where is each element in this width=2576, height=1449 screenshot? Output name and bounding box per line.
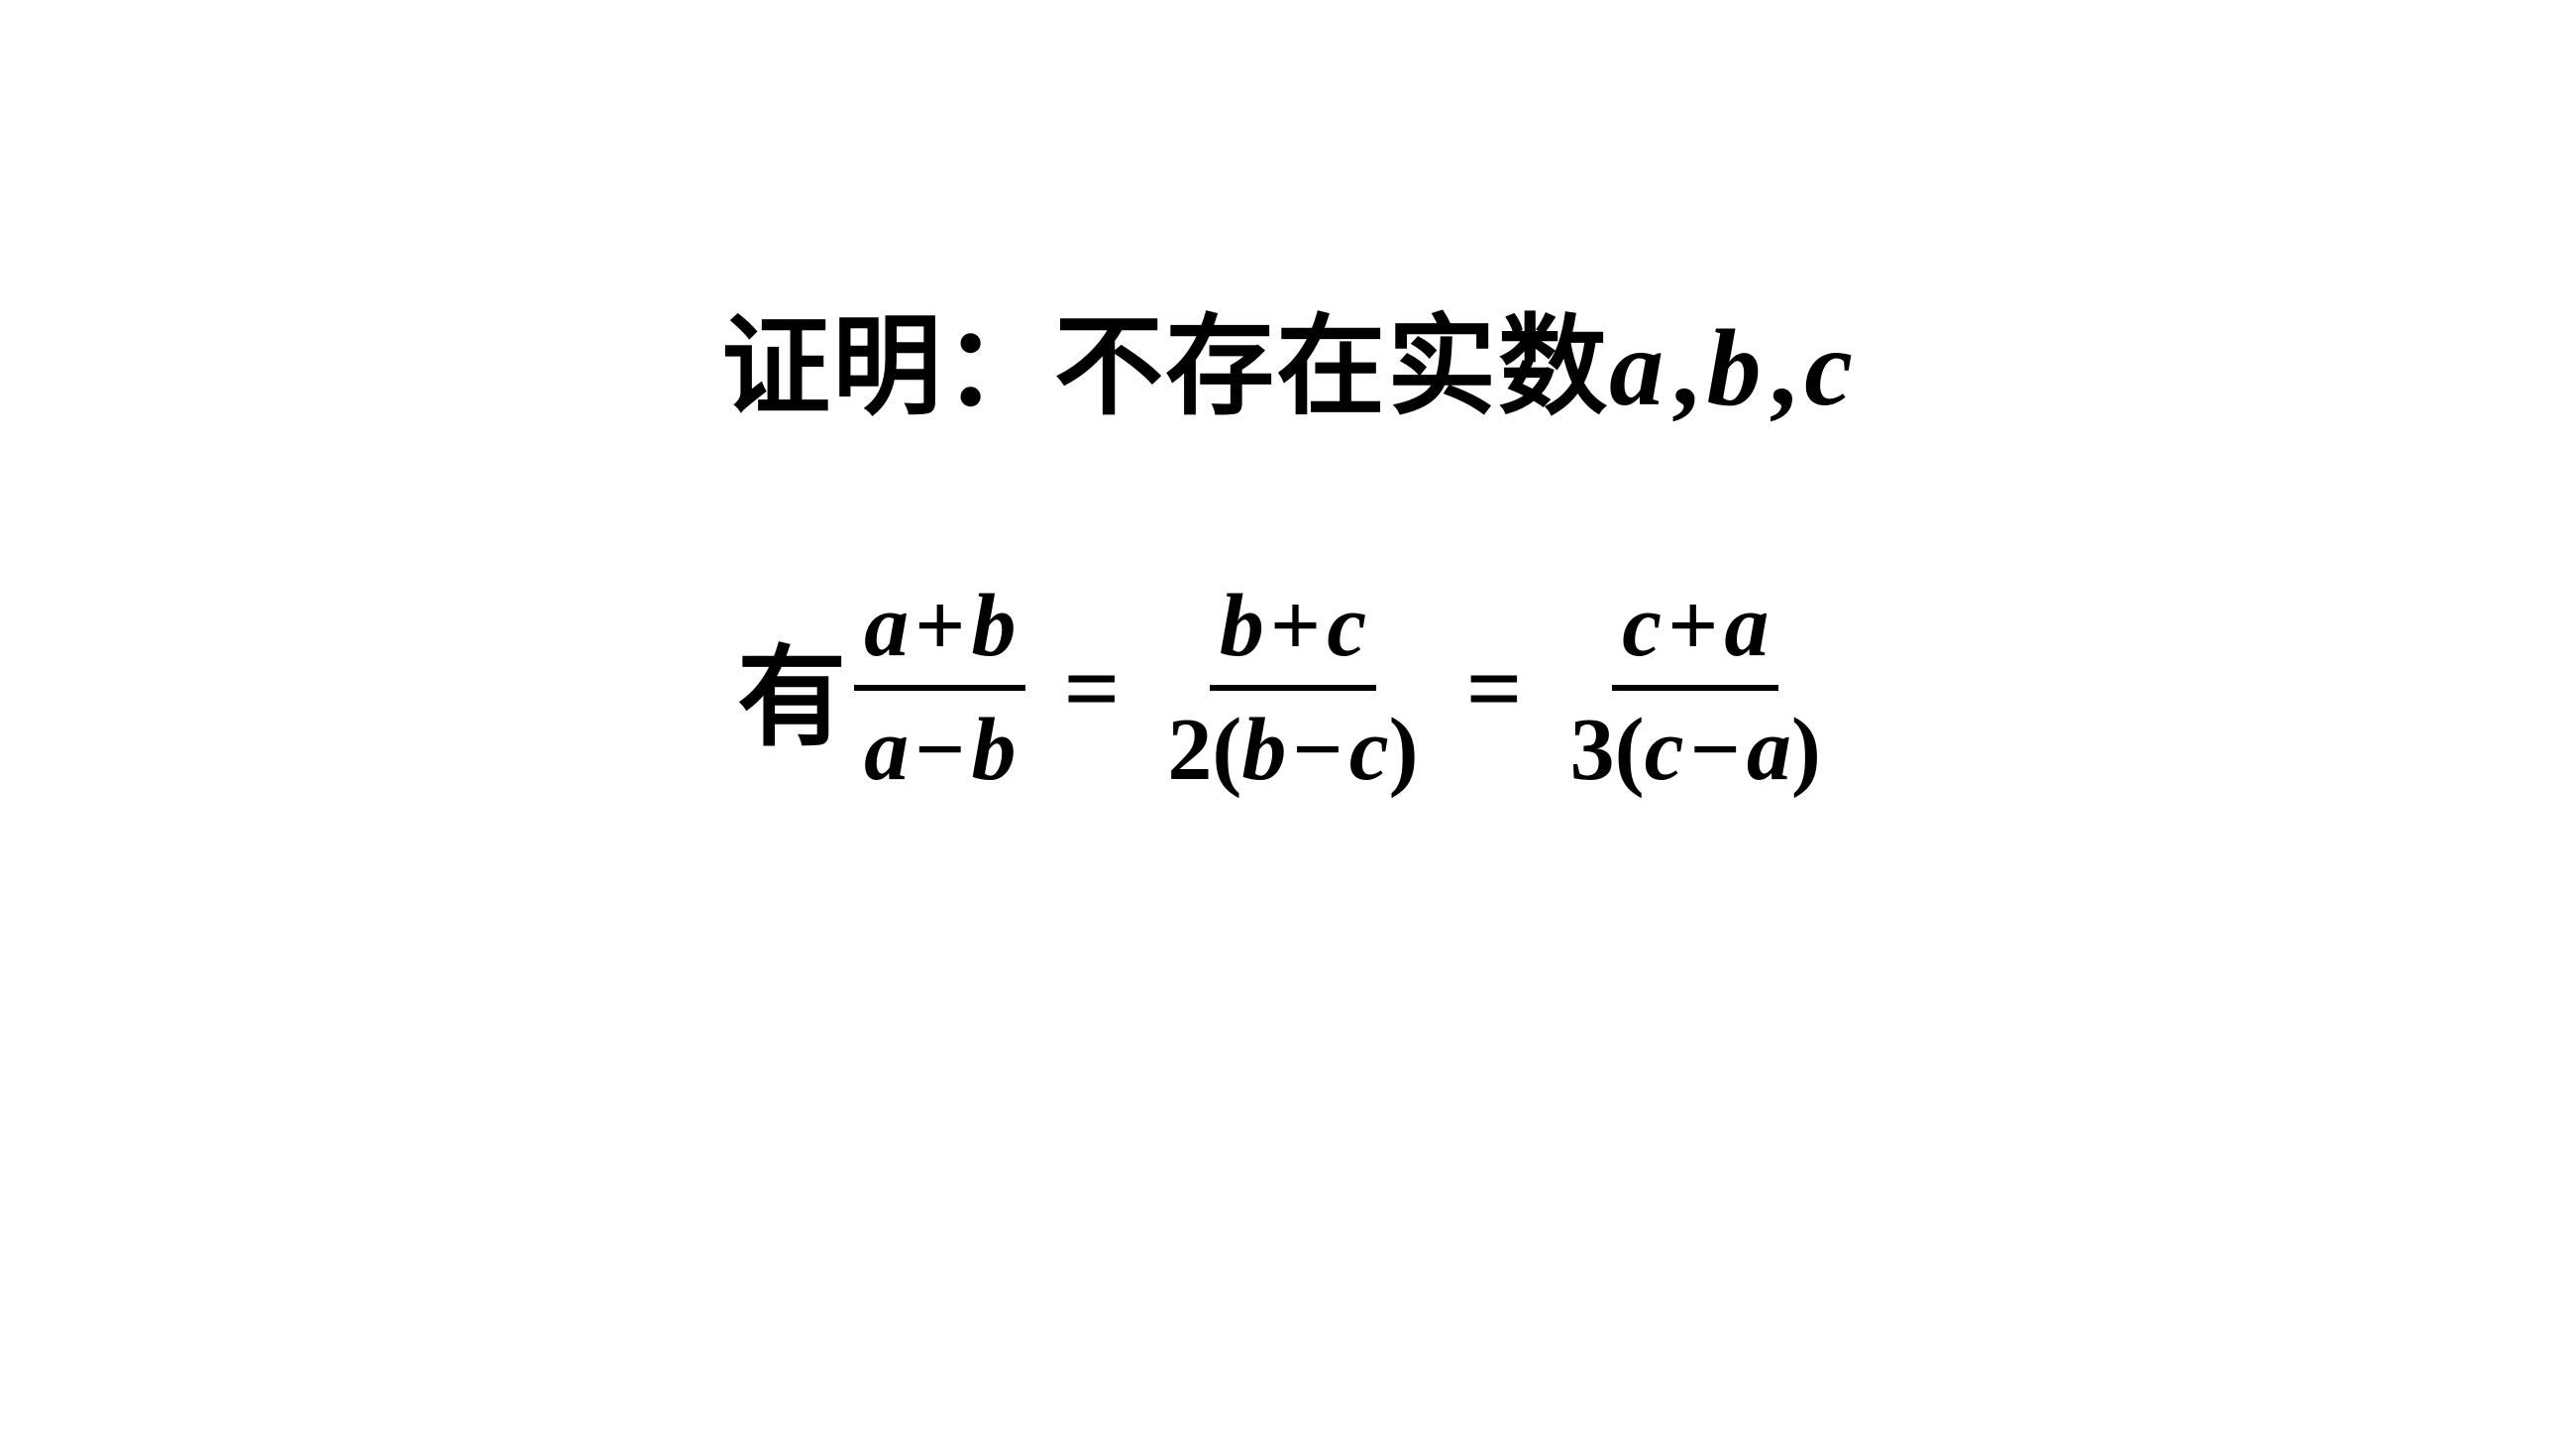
f3-den-minus: − — [1690, 701, 1741, 799]
equals-2: = — [1466, 631, 1523, 745]
prove-prefix: 证明：不存在实数 — [721, 307, 1609, 428]
fraction-1-denominator: a−b — [854, 691, 1025, 801]
variable-c: c — [1804, 307, 1855, 428]
f2-num-plus: + — [1270, 577, 1321, 675]
fraction-2: b+c 2(b−c) — [1157, 575, 1428, 801]
f2-num-b: b — [1220, 577, 1264, 675]
variable-b: b — [1707, 307, 1764, 428]
f3-den-lp: ( — [1615, 701, 1645, 799]
f2-den-c: c — [1349, 701, 1389, 799]
f3-den-a: a — [1747, 701, 1791, 799]
f2-num-c: c — [1327, 577, 1366, 675]
fraction-1: a+b a−b — [854, 575, 1025, 801]
f1-den-a: a — [864, 701, 909, 799]
fraction-2-denominator: 2(b−c) — [1157, 691, 1428, 801]
fraction-1-numerator: a+b — [854, 575, 1025, 691]
f3-den-rp: ) — [1791, 701, 1821, 799]
variable-a: a — [1609, 307, 1665, 428]
f1-den-minus: − — [914, 701, 965, 799]
fraction-2-numerator: b+c — [1210, 575, 1376, 691]
f1-den-b: b — [971, 701, 1016, 799]
f1-num-plus: + — [914, 577, 965, 675]
f3-num-plus: + — [1667, 577, 1718, 675]
problem-statement-line1: 证明：不存在实数a,b,c — [721, 278, 1855, 436]
f2-den-rp: ) — [1389, 701, 1419, 799]
f3-den-c: c — [1645, 701, 1684, 799]
f2-den-b: b — [1241, 701, 1286, 799]
f2-den-minus: − — [1292, 701, 1342, 799]
comma-1: , — [1671, 307, 1701, 428]
f2-den-lp: ( — [1212, 701, 1241, 799]
equals-1: = — [1063, 631, 1120, 745]
fraction-3-denominator: 3(c−a) — [1560, 691, 1831, 801]
f1-num-b: b — [971, 577, 1016, 675]
f3-num-a: a — [1724, 577, 1769, 675]
equation-line: 有 a+b a−b = b+c 2(b−c) = c+a 3(c−a) — [737, 575, 1839, 801]
fraction-3: c+a 3(c−a) — [1560, 575, 1831, 801]
f3-num-c: c — [1622, 577, 1662, 675]
have-prefix: 有 — [737, 609, 846, 767]
f3-den-coef: 3 — [1570, 701, 1615, 799]
fraction-3-numerator: c+a — [1612, 575, 1778, 691]
f1-num-a: a — [864, 577, 909, 675]
comma-2: , — [1770, 307, 1799, 428]
f2-den-coef: 2 — [1167, 701, 1212, 799]
